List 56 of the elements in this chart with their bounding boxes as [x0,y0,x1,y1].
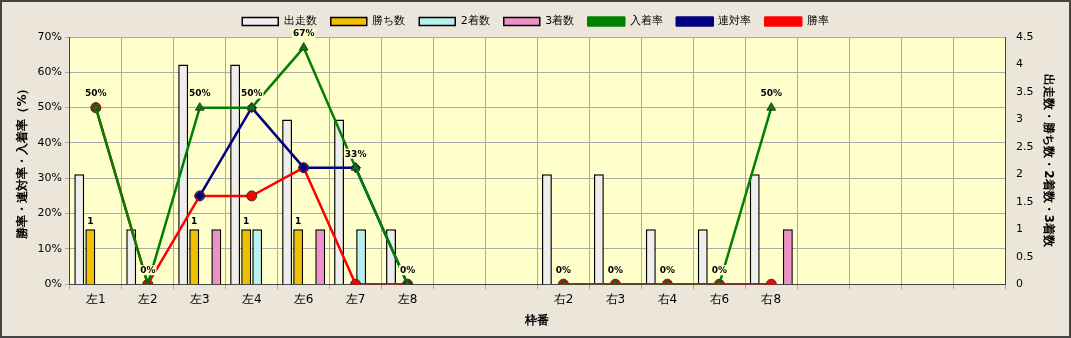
x-tick-label: 左3 [189,291,210,306]
data-label: 1 [87,216,94,227]
y-tick-label: 0% [44,277,62,291]
x-tick-label: 右6 [709,291,730,306]
legend-label: 勝率 [806,14,829,28]
data-label: 0% [399,265,416,276]
x-tick-label: 左1 [86,291,106,306]
x-tick-label: 左4 [241,291,262,306]
data-label: 1 [243,216,250,227]
data-label: 67% [292,28,315,39]
y2-tick-label: 3 [1016,112,1024,126]
y2-tick-label: 1.5 [1016,194,1034,208]
x-tick-label: 右2 [553,291,574,306]
x-tick-label: 左7 [345,291,366,306]
y-tick-label: 20% [37,206,62,220]
x-tick-label: 右4 [657,291,678,306]
y2-axis-title: 出走数・勝ち数・2着数・3着数 [1041,74,1056,248]
data-label: 33% [344,148,367,159]
legend-label: 連対率 [718,14,752,28]
x-tick-label: 右3 [605,291,626,306]
y2-tick-label: 1 [1016,222,1024,236]
x-tick-label: 左2 [137,291,158,306]
y-tick-label: 40% [37,135,62,149]
y2-tick-label: 2.5 [1016,139,1034,153]
y-tick-label: 70% [37,29,62,43]
x-tick-label: 左6 [293,291,314,306]
data-label: 0% [659,265,676,276]
data-label: 1 [191,216,198,227]
y2-tick-label: 4 [1016,57,1024,71]
data-label: 50% [240,88,263,99]
data-label: 0% [607,265,624,276]
y2-tick-label: 0.5 [1016,249,1034,263]
legend-label: 入着率 [629,14,663,28]
data-label: 1 [295,216,302,227]
legend-label: 勝ち数 [372,14,406,28]
data-label: 0% [711,265,727,276]
x-tick-label: 右8 [761,291,782,306]
data-label: 0% [140,265,156,276]
data-label: 0% [555,265,572,276]
x-tick-label: 左8 [397,291,418,306]
data-label: 50% [760,88,783,99]
legend-label: 2着数 [460,14,490,28]
legend-label: 3着数 [545,14,575,28]
legend-label: 出走数 [283,14,317,28]
data-label: 50% [188,88,211,99]
y2-tick-label: 3.5 [1016,84,1034,98]
y2-tick-label: 0 [1016,277,1024,291]
y2-tick-label: 2 [1016,167,1024,181]
y-tick-label: 30% [37,171,62,185]
data-label: 50% [85,88,107,99]
y-tick-label: 10% [37,241,62,255]
y-axis-title: 勝率・連対率・入着率（%） [15,82,30,240]
y-tick-label: 60% [37,65,62,79]
y-tick-label: 50% [37,100,62,114]
y2-tick-label: 4.5 [1016,29,1034,43]
x-axis-title: 枠番 [524,312,550,327]
